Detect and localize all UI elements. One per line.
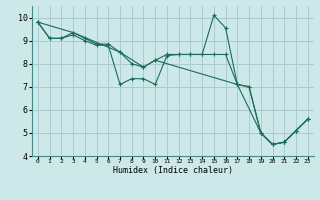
- X-axis label: Humidex (Indice chaleur): Humidex (Indice chaleur): [113, 166, 233, 175]
